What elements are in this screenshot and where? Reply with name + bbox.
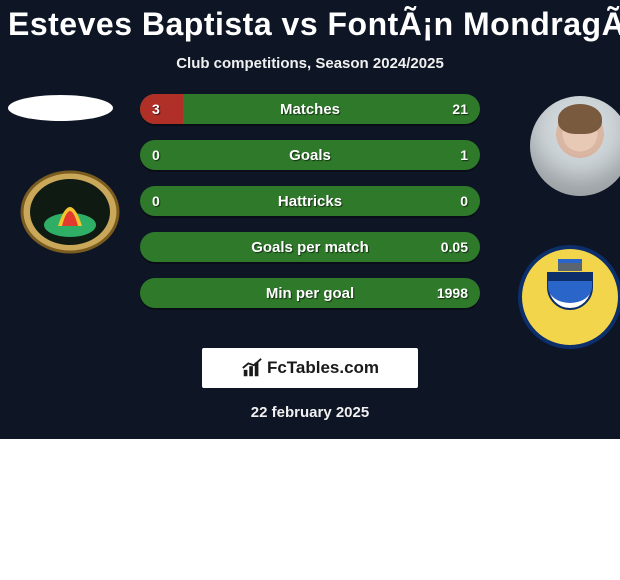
stat-bar: 3Matches21: [140, 94, 480, 124]
stat-bar: 0Goals1: [140, 140, 480, 170]
club-left-crest: [20, 170, 120, 254]
page-title: Esteves Baptista vs FontÃ¡n MondragÃ³n: [0, 0, 620, 43]
date-label: 22 february 2025: [0, 404, 620, 421]
club-right-crest: [518, 245, 620, 349]
comparison-card: Esteves Baptista vs FontÃ¡n MondragÃ³n C…: [0, 0, 620, 439]
player-left-portrait: [8, 95, 113, 121]
stat-value-right: 0: [460, 186, 468, 216]
stat-bar: 0Hattricks0: [140, 186, 480, 216]
stat-bar: Min per goal1998: [140, 278, 480, 308]
stat-label: Hattricks: [140, 186, 480, 216]
stat-label: Min per goal: [140, 278, 480, 308]
subtitle: Club competitions, Season 2024/2025: [0, 55, 620, 72]
content-area: 3Matches210Goals10Hattricks0Goals per ma…: [0, 100, 620, 340]
stat-value-right: 1: [460, 140, 468, 170]
player-right-portrait: [530, 96, 620, 196]
stat-label: Matches: [140, 94, 480, 124]
stat-value-right: 1998: [437, 278, 468, 308]
stat-bar: Goals per match0.05: [140, 232, 480, 262]
stat-label: Goals: [140, 140, 480, 170]
stat-value-right: 21: [452, 94, 468, 124]
stat-bars: 3Matches210Goals10Hattricks0Goals per ma…: [140, 94, 480, 324]
stat-label: Goals per match: [140, 232, 480, 262]
stat-value-right: 0.05: [441, 232, 468, 262]
chart-icon: [241, 357, 263, 379]
logo-text: FcTables.com: [267, 358, 379, 378]
fctables-logo[interactable]: FcTables.com: [202, 348, 418, 388]
